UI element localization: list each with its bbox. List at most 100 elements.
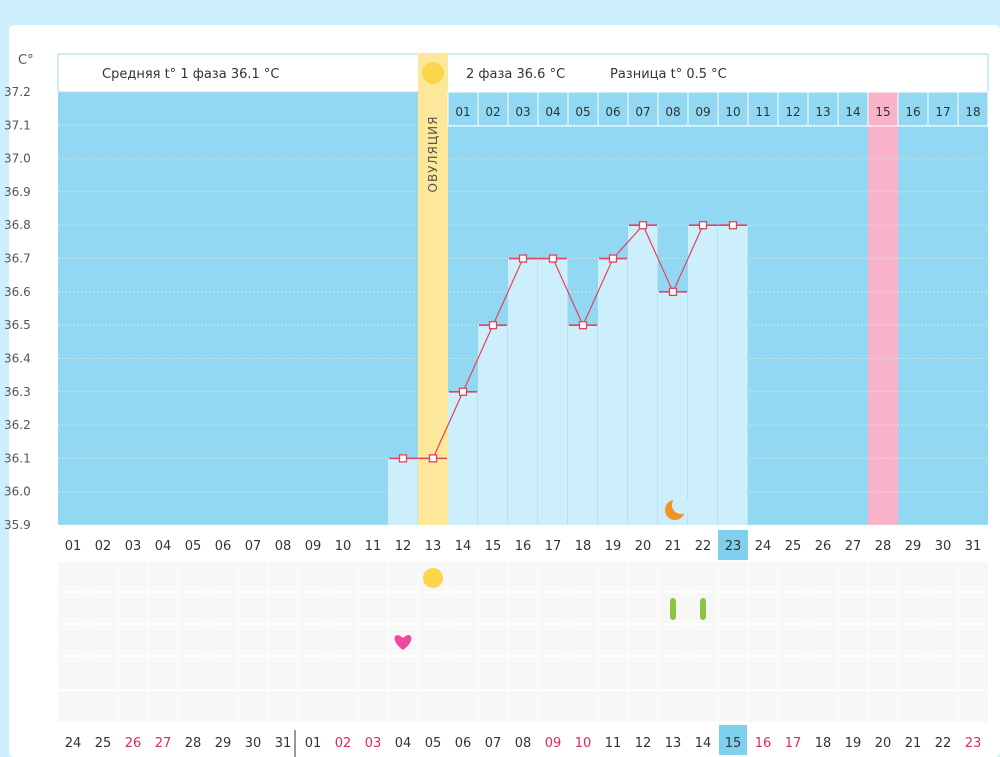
temperature-bar [658,291,688,525]
data-point [548,254,558,263]
luteal-day-label: 08 [665,105,680,119]
data-point [398,454,408,463]
luteal-day-label: 18 [965,105,980,119]
moon-icon-shadow [672,496,690,514]
luteal-day-cell [957,91,989,127]
highlight-column [868,92,898,525]
x-tick-label: 07 [245,539,262,554]
calendar-date-label: 07 [485,736,502,751]
markers-area [58,562,988,722]
x-tick-label: 02 [95,539,112,554]
phase2-average-text: 2 фаза 36.6 °C [466,67,565,82]
temperature-bar [598,258,628,525]
calendar-date-label: 13 [665,736,682,751]
calendar-date-label: 15 [725,736,742,751]
data-point [488,321,498,330]
calendar-date-label: 30 [245,736,262,751]
x-tick-label: 17 [545,539,562,554]
x-tick-label: 29 [905,539,922,554]
y-tick-label: 35.9 [4,518,31,532]
luteal-day-label: 03 [515,105,530,119]
temperature-bar [688,225,718,525]
x-tick-label: 20 [635,539,652,554]
luteal-day-label: 11 [755,105,770,119]
calendar-date-label: 11 [605,736,622,751]
calendar-date-label: 14 [695,736,712,751]
calendar-date-label: 10 [575,736,592,751]
today-day-highlight [718,530,748,560]
calendar-date-label: 29 [215,736,232,751]
data-point [728,221,738,230]
ovulation-sun-icon [422,62,444,84]
x-tick-label: 25 [785,539,802,554]
luteal-day-label: 16 [905,105,920,119]
y-tick-label: 36.3 [4,385,31,399]
calendar-date-label: 25 [95,736,112,751]
y-tick-label: 37.2 [4,85,31,99]
x-tick-label: 21 [665,539,682,554]
luteal-day-label: 04 [545,105,560,119]
calendar-date-label: 01 [305,736,322,751]
data-point [458,387,468,396]
data-point [428,454,438,463]
calendar-date-label: 06 [455,736,472,751]
ovulation-label: ОВУЛЯЦИЯ [426,116,440,193]
ovulation-column [418,54,448,525]
luteal-day-label: 17 [935,105,950,119]
luteal-day-label: 06 [605,105,620,119]
calendar-date-label: 04 [395,736,412,751]
temperature-bar [538,258,568,525]
today-date-highlight [719,725,747,755]
calendar-date-label: 05 [425,736,442,751]
calendar-date-label: 22 [935,736,952,751]
temperature-difference-text: Разница t° 0.5 °C [610,67,727,82]
luteal-day-cell [867,91,899,127]
luteal-day-label: 10 [725,105,740,119]
luteal-day-label: 09 [695,105,710,119]
y-tick-label: 36.1 [4,451,31,465]
temperature-bar [388,458,418,525]
y-tick-label: 36.0 [4,485,31,499]
phase1-average-text: Средняя t° 1 фаза 36.1 °C [102,67,279,82]
calendar-date-label: 28 [185,736,202,751]
calendar-date-label: 17 [785,736,802,751]
calendar-date-label: 20 [875,736,892,751]
y-axis-label: C° [18,53,34,68]
y-tick-label: 36.9 [4,185,31,199]
x-tick-label: 18 [575,539,592,554]
calendar-date-label: 09 [545,736,562,751]
calendar-date-label: 18 [815,736,832,751]
phase-info-header [57,53,989,93]
y-tick-label: 37.0 [4,152,31,166]
x-tick-label: 14 [455,539,472,554]
y-tick-label: 36.8 [4,218,31,232]
x-tick-label: 03 [125,539,142,554]
calendar-date-label: 03 [365,736,382,751]
luteal-day-label: 02 [485,105,500,119]
bar-marker-icon [670,598,676,620]
sun-marker-icon [423,568,443,588]
temperature-bar [628,225,658,525]
x-tick-label: 11 [365,539,382,554]
data-point [578,321,588,330]
calendar-date-label: 02 [335,736,352,751]
calendar-date-label: 21 [905,736,922,751]
x-tick-label: 24 [755,539,772,554]
calendar-date-label: 27 [155,736,172,751]
calendar-date-label: 24 [65,736,82,751]
data-point [608,254,618,263]
calendar-date-label: 23 [965,736,982,751]
luteal-day-label: 13 [815,105,830,119]
x-tick-label: 06 [215,539,232,554]
x-tick-label: 04 [155,539,172,554]
luteal-day-label: 07 [635,105,650,119]
bar-marker-icon [700,598,706,620]
luteal-day-label: 15 [875,105,890,119]
data-point [698,221,708,230]
data-point [668,287,678,296]
x-tick-label: 12 [395,539,412,554]
x-tick-label: 13 [425,539,442,554]
temperature-bar [718,225,748,525]
data-point [518,254,528,263]
